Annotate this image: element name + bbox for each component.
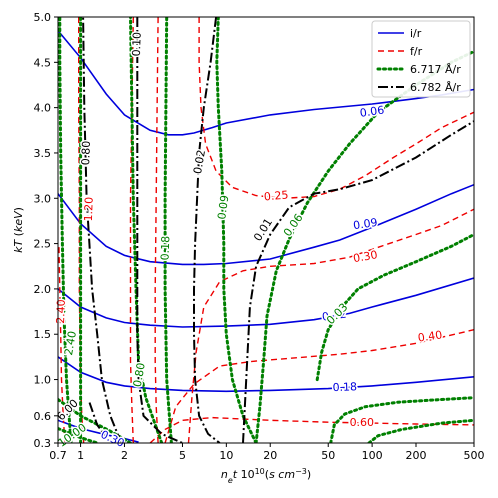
- plot-frame: [57, 16, 475, 444]
- contour-s6782-0.01: [242, 120, 474, 443]
- contour-fr-0.30: [187, 208, 474, 443]
- contour-s6782-0.10: [136, 17, 183, 443]
- legend-box: [371, 20, 471, 98]
- y-tick-label: 1.0: [34, 374, 52, 387]
- x-axis-ticks: 0.7 1 2 5 10 20 50 100 200 500: [49, 443, 485, 462]
- contour-label: 1.20: [82, 197, 96, 222]
- contour-lines: [58, 17, 474, 443]
- contour-ir-0.09: [58, 183, 474, 266]
- contour-label: 0.80: [131, 362, 148, 388]
- legend: i/r f/r 6.717 Å/r 6.782 Å/r: [371, 20, 471, 98]
- y-tick-label: 1.5: [34, 328, 52, 341]
- x-tick-label: 50: [321, 449, 335, 462]
- y-tick-label: 2.5: [34, 238, 52, 251]
- contour-s6717-0.09: [215, 17, 258, 443]
- y-axis-label: kT (keV): [12, 207, 25, 253]
- contour-s6717-0.80: [129, 17, 164, 443]
- y-tick-label: 0.6: [34, 410, 52, 423]
- contour-label: 0.60: [350, 416, 375, 429]
- y-tick-label: 2.0: [34, 283, 52, 296]
- x-axis-label: net 1010(s cm−3): [221, 467, 311, 485]
- contour-ir-0.30: [58, 419, 139, 443]
- y-tick-label: 0.3: [34, 437, 52, 450]
- x-tick-label: 2: [121, 449, 128, 462]
- contour-label: 0.40: [417, 328, 443, 344]
- x-tick-label: 1: [77, 449, 84, 462]
- contour-fr-2.40: [58, 243, 66, 443]
- contour-fr-line-8: [154, 17, 159, 443]
- contour-label: 0.09: [352, 216, 378, 232]
- x-tick-label: 500: [464, 449, 485, 462]
- y-tick-label: 3.5: [34, 147, 52, 160]
- contour-label: 0.30: [352, 248, 378, 265]
- contour-ir-0.18: [58, 356, 474, 393]
- contour-s6717-line-23: [367, 418, 474, 443]
- contour-label: 0.10: [130, 32, 144, 57]
- contour-label: 0.09: [215, 194, 231, 220]
- y-axis-ticks: 0.3 0.6 1.0 1.5 2.0 2.5 3.0 3.5 4.0 4.5 5.0: [34, 11, 58, 450]
- contour-label: 0.06: [359, 104, 385, 120]
- y-tick-label: 4.5: [34, 56, 52, 69]
- x-tick-label: 200: [405, 449, 426, 462]
- legend-label-ir: i/r: [410, 27, 422, 40]
- contour-s6782-line-26: [88, 401, 112, 443]
- contour-fr-0.40: [164, 329, 474, 443]
- x-tick-label: 0.7: [49, 449, 67, 462]
- x-tick-label: 100: [362, 449, 383, 462]
- contour-label: 0.18: [159, 236, 173, 261]
- contour-label: 0.25: [263, 188, 289, 203]
- legend-label-s6782: 6.782 Å/r: [410, 81, 461, 94]
- contour-label: 0.02: [191, 149, 208, 175]
- contour-label: 2.40: [54, 299, 68, 324]
- contour-label: 0.18: [332, 380, 357, 394]
- contour-s6717-2.40: [58, 17, 73, 443]
- contour-s6717-0.03: [315, 233, 474, 382]
- legend-label-fr: f/r: [410, 45, 423, 58]
- x-tick-label: 20: [263, 449, 277, 462]
- contour-s6717-line-22: [329, 396, 474, 443]
- x-tick-label: 10: [219, 449, 233, 462]
- contour-label: 2.40: [62, 330, 79, 356]
- contour-label: 0.80: [79, 140, 93, 165]
- legend-label-s6717: 6.717 Å/r: [410, 63, 461, 76]
- contour-s6717-0.18: [163, 17, 173, 443]
- y-tick-label: 3.0: [34, 192, 52, 205]
- contour-s6782-0.80: [82, 17, 123, 443]
- contour-s6782-0.02: [193, 17, 221, 443]
- contour-label: 0.12: [321, 308, 347, 324]
- x-tick-label: 5: [179, 449, 186, 462]
- y-tick-label: 4.0: [34, 102, 52, 115]
- y-tick-label: 5.0: [34, 11, 52, 24]
